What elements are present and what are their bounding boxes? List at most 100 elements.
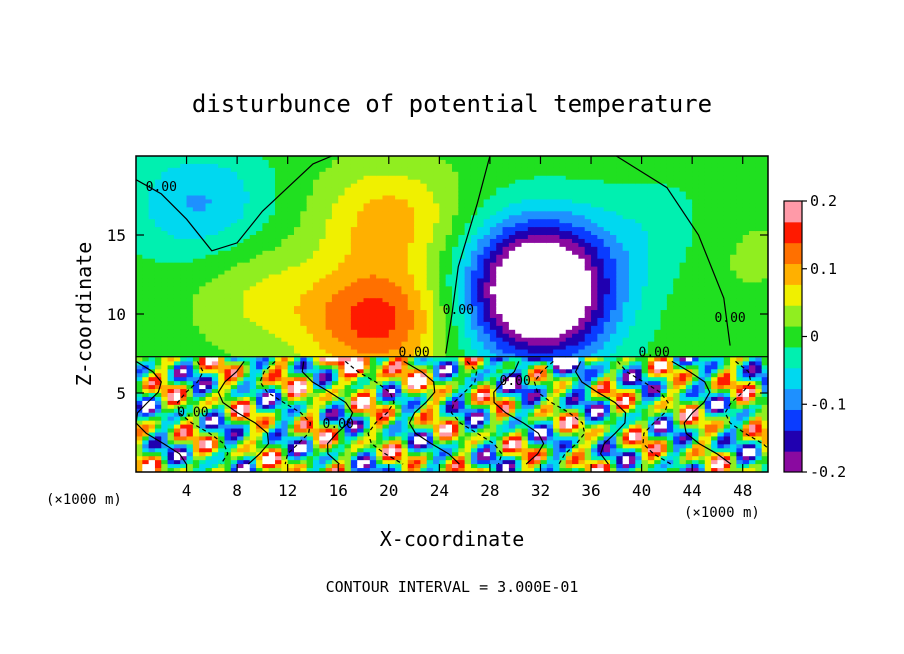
- field-cell: [376, 448, 384, 453]
- field-cell: [148, 365, 156, 370]
- field-cell: [445, 223, 453, 228]
- field-cell: [325, 254, 333, 260]
- field-cell: [369, 298, 377, 303]
- field-cell: [502, 211, 510, 216]
- field-cell: [477, 428, 485, 434]
- field-cell: [388, 266, 396, 272]
- field-cell: [142, 424, 150, 430]
- field-cell: [470, 432, 478, 438]
- field-cell: [357, 242, 365, 248]
- field-cell: [388, 235, 396, 240]
- field-cell: [262, 341, 270, 347]
- field-cell: [325, 416, 333, 422]
- field-cell: [300, 274, 308, 280]
- field-cell: [369, 254, 377, 260]
- field-cell: [470, 468, 478, 472]
- field-cell: [439, 167, 447, 173]
- field-cell: [502, 250, 510, 256]
- field-cell: [452, 381, 459, 386]
- field-cell: [496, 353, 504, 359]
- field-cell: [414, 333, 421, 339]
- field-cell: [306, 432, 314, 438]
- field-cell: [344, 235, 352, 240]
- field-cell: [294, 460, 301, 465]
- field-cell: [161, 290, 169, 295]
- field-cell: [268, 412, 276, 418]
- field-cell: [331, 424, 339, 430]
- field-cell: [230, 317, 238, 323]
- field-cell: [395, 341, 403, 347]
- field-cell: [376, 187, 384, 193]
- field-cell: [249, 294, 257, 299]
- field-cell: [192, 416, 200, 422]
- field-cell: [350, 246, 358, 252]
- field-cell: [407, 159, 415, 165]
- field-cell: [312, 266, 320, 272]
- field-cell: [300, 381, 308, 386]
- field-cell: [180, 274, 188, 280]
- field-cell: [395, 294, 403, 299]
- field-cell: [180, 302, 188, 307]
- field-cell: [275, 464, 282, 469]
- field-cell: [357, 325, 365, 331]
- field-cell: [477, 361, 485, 366]
- field-cell: [433, 412, 440, 418]
- field-cell: [230, 400, 238, 406]
- field-cell: [382, 195, 390, 201]
- field-cell: [515, 325, 523, 331]
- field-cell: [401, 159, 409, 165]
- field-cell: [199, 262, 207, 268]
- field-cell: [350, 302, 358, 307]
- field-cell: [470, 440, 478, 445]
- field-cell: [243, 345, 251, 351]
- field-cell: [287, 428, 295, 434]
- field-cell: [287, 167, 295, 173]
- field-cell: [275, 187, 282, 193]
- field-cell: [167, 254, 175, 260]
- field-cell: [521, 333, 529, 339]
- field-cell: [483, 215, 491, 220]
- field-cell: [369, 345, 377, 351]
- field-cell: [477, 298, 485, 303]
- field-cell: [268, 436, 276, 441]
- field-cell: [388, 329, 396, 335]
- field-cell: [388, 183, 396, 189]
- field-cell: [338, 369, 346, 374]
- field-cell: [502, 337, 510, 343]
- field-cell: [508, 432, 516, 438]
- field-cell: [294, 310, 301, 315]
- field-cell: [199, 314, 207, 319]
- field-cell: [502, 274, 510, 280]
- field-cell: [319, 396, 327, 402]
- field-cell: [363, 420, 371, 426]
- field-cell: [154, 464, 162, 469]
- field-cell: [136, 400, 143, 406]
- field-cell: [357, 246, 365, 252]
- field-cell: [275, 159, 282, 165]
- field-cell: [407, 306, 415, 311]
- field-cell: [211, 357, 219, 362]
- field-cell: [243, 448, 251, 453]
- field-cell: [199, 294, 207, 299]
- field-cell: [483, 468, 491, 472]
- field-cell: [376, 436, 384, 441]
- field-cell: [249, 416, 257, 422]
- field-cell: [237, 227, 245, 232]
- field-cell: [243, 369, 251, 374]
- field-cell: [515, 416, 523, 422]
- field-cell: [344, 416, 352, 422]
- field-cell: [508, 416, 516, 422]
- field-cell: [268, 227, 276, 232]
- field-cell: [237, 235, 245, 240]
- field-cell: [395, 424, 403, 430]
- field-cell: [249, 195, 257, 201]
- field-cell: [433, 389, 440, 394]
- field-cell: [452, 337, 459, 343]
- field-cell: [470, 365, 478, 370]
- field-cell: [458, 231, 466, 236]
- field-cell: [477, 179, 485, 185]
- field-cell: [445, 389, 453, 394]
- field-cell: [325, 448, 333, 453]
- field-cell: [508, 468, 516, 472]
- field-cell: [325, 290, 333, 295]
